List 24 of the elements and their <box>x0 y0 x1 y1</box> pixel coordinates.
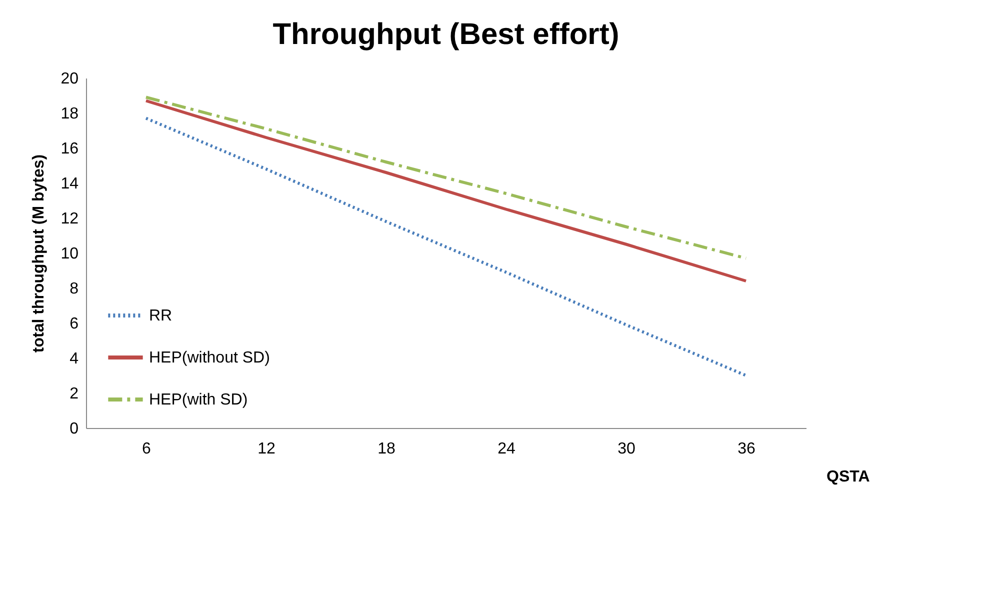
y-tick-label: 6 <box>70 316 79 332</box>
x-tick-label: 6 <box>142 440 152 458</box>
y-tick-label: 2 <box>70 386 79 402</box>
y-tick-label: 8 <box>70 280 79 298</box>
y-tick-label: 16 <box>60 140 79 158</box>
legend-label: HEP(without SD) <box>149 350 270 366</box>
x-tick-label: 30 <box>618 440 636 458</box>
x-tick-label: 36 <box>738 440 756 458</box>
y-tick-label: 12 <box>60 210 79 228</box>
y-tick-label: 14 <box>60 176 79 192</box>
y-tick-label: 18 <box>60 106 79 122</box>
y-tick-label: 4 <box>70 350 79 368</box>
y-tick-label: 0 <box>70 420 79 438</box>
chart-title: Throughput (Best effort) <box>272 18 620 51</box>
y-tick-label: 20 <box>60 70 79 88</box>
x-tick-label: 18 <box>378 440 396 458</box>
legend-label: HEP(with SD) <box>149 392 248 408</box>
legend-label: RR <box>149 308 172 324</box>
y-tick-label: 10 <box>60 246 79 262</box>
line-series <box>144 116 748 377</box>
x-tick-label: 12 <box>258 440 276 458</box>
y-axis-title: total throughput (M bytes) <box>30 154 48 353</box>
x-tick-label: 24 <box>498 440 516 458</box>
x-axis-title: QSTA <box>826 468 870 486</box>
